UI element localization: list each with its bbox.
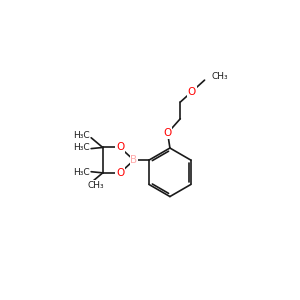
Text: O: O [188,87,196,97]
Text: B: B [130,155,137,165]
Text: CH₃: CH₃ [212,72,228,81]
Text: H₃C: H₃C [74,168,90,177]
Text: O: O [116,142,124,152]
Text: CH₃: CH₃ [88,181,104,190]
Text: O: O [164,128,172,138]
Text: H₃C: H₃C [74,143,90,152]
Text: H₃C: H₃C [74,131,90,140]
Text: O: O [116,168,124,178]
